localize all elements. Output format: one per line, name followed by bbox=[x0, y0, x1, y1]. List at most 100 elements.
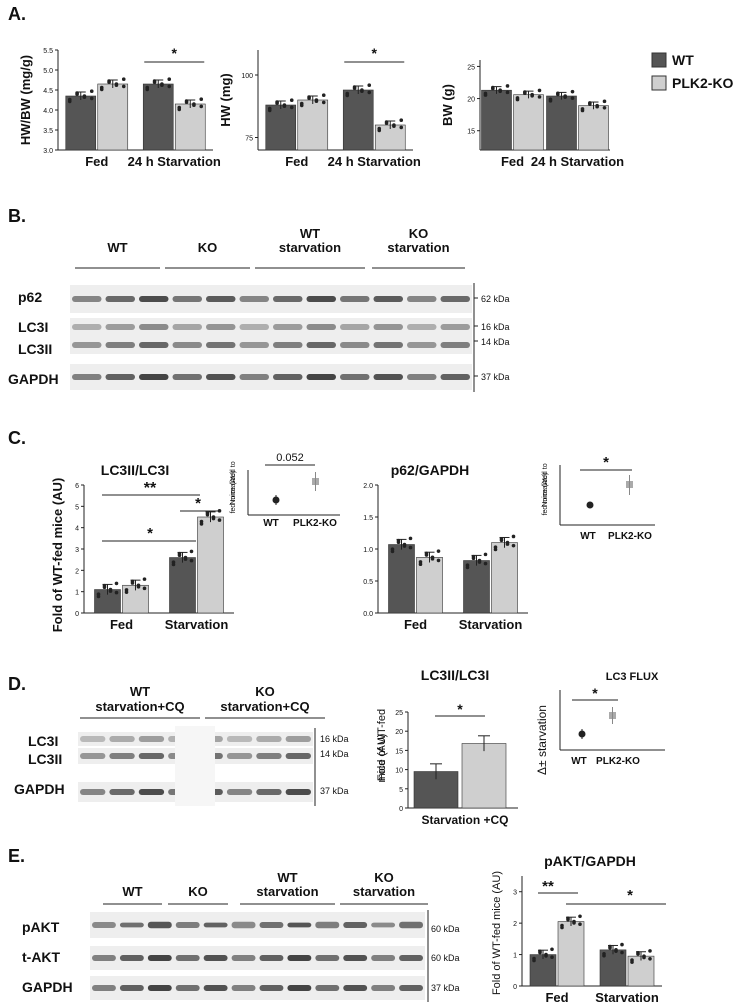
panel-a-ylabel-3: BW (g) bbox=[440, 84, 455, 126]
panel-b-lc3ii-band bbox=[373, 342, 403, 348]
panel-c-ylabel: Fold of WT-fed mice (AU) bbox=[50, 478, 65, 633]
panel-a-chart-2-data-point bbox=[282, 103, 287, 107]
panel-c-lc3-chart-tick-label: 0 bbox=[75, 611, 79, 618]
panel-c-p62-chart-data-point bbox=[477, 558, 482, 563]
panel-e-bar-chart-data-point bbox=[538, 950, 542, 955]
panel-a-chart-3-data-point bbox=[580, 108, 585, 113]
panel-b-gapdh-band bbox=[72, 374, 102, 380]
panel-a-chart-2-data-point bbox=[377, 128, 382, 133]
panel-e-kda-label: 60 kDa bbox=[431, 953, 460, 963]
panel-e-group-label: KO bbox=[188, 884, 208, 899]
panel-c-lc3-chart-tick-label: 2 bbox=[75, 568, 79, 575]
panel-a-chart-3-category-label: 24 h Starvation bbox=[531, 154, 624, 169]
panel-b-lc3i-band bbox=[373, 324, 403, 330]
panel-e-row-label: t-AKT bbox=[22, 949, 61, 965]
panel-a-sig-star-2: * bbox=[372, 45, 378, 61]
panel-c-lc3-chart-data-point bbox=[205, 512, 210, 517]
panel-a-ylabel-2: HW (mg) bbox=[218, 73, 233, 126]
panel-a-chart-3-data-point bbox=[537, 95, 542, 99]
panel-a-chart-1-category-label: 24 h Starvation bbox=[128, 154, 221, 169]
panel-b-row-label: LC3II bbox=[18, 341, 52, 357]
panel-d-bar-tick-label: 10 bbox=[395, 768, 403, 775]
panel-b-kda-label: 62 kDa bbox=[481, 294, 510, 304]
panel-a-chart-3-tick-label: 25 bbox=[467, 64, 475, 71]
panel-a-chart-3-bar-ko bbox=[513, 94, 544, 151]
panel-e-kda-label: 37 kDa bbox=[431, 983, 460, 993]
panel-e-takt-band bbox=[315, 955, 340, 961]
panel-b-lc3i-band bbox=[239, 324, 269, 330]
panel-a-chart-1-data-point bbox=[152, 80, 157, 84]
panel-d-kda-label: 14 kDa bbox=[320, 749, 349, 759]
panel-c-p62-chart-data-point bbox=[408, 536, 413, 541]
panel-a-chart-2-data-point bbox=[289, 105, 294, 110]
panel-d-lc3ii-band bbox=[109, 753, 135, 759]
panel-b-lc3ii-band bbox=[340, 342, 370, 348]
panel-d-lc3i-band bbox=[226, 736, 253, 742]
panel-a-chart-1-data-point bbox=[145, 87, 150, 92]
panel-e-bar-chart-data-point bbox=[550, 947, 554, 952]
panel-c-p62-chart-data-point bbox=[511, 543, 516, 548]
panel-b-gapdh-band bbox=[239, 374, 269, 380]
panel-a-chart-2-data-point bbox=[267, 108, 272, 113]
panel-e-sig-1: ** bbox=[542, 878, 554, 895]
panel-b-gapdh-band bbox=[105, 374, 135, 380]
panel-e-gapdh-band bbox=[203, 985, 228, 991]
panel-b-lc3ii-band bbox=[273, 342, 303, 348]
panel-a-chart-1-data-point bbox=[160, 82, 164, 86]
panel-a-chart-3-data-point bbox=[595, 103, 599, 108]
panel-e-takt-band bbox=[287, 955, 312, 961]
panel-d-bar-tick-label: 5 bbox=[399, 787, 403, 794]
panel-a-chart-1-bar-ko bbox=[174, 103, 206, 151]
panel-d-lc3i-band bbox=[109, 736, 135, 742]
panel-c-lc3-chart-bar-ko bbox=[197, 516, 224, 614]
panel-b-lc3i-band bbox=[306, 324, 336, 330]
panel-e-takt-membrane bbox=[90, 946, 425, 970]
panel-b-lc3i-band bbox=[206, 324, 236, 330]
panel-a-chart-2-bar-wt bbox=[265, 104, 297, 151]
panel-c-lc3-chart-data-point bbox=[211, 515, 216, 519]
panel-c-p62-chart-data-point bbox=[499, 538, 504, 543]
panel-d-kda-label: 37 kDa bbox=[320, 786, 349, 796]
panel-c-sig-2: * bbox=[195, 495, 201, 512]
panel-e-pakt-band bbox=[119, 922, 144, 928]
panel-a-chart-1-data-point bbox=[114, 82, 119, 86]
panel-e-bar-chart-tick-label: 3 bbox=[513, 890, 517, 897]
panel-a-chart-2-data-point bbox=[392, 123, 396, 127]
panel-e-bar-chart-category-label: Starvation bbox=[595, 990, 659, 1005]
panel-e-gapdh-band bbox=[287, 985, 312, 991]
panel-e-takt-band bbox=[343, 955, 368, 961]
panel-b-lc3ii-band bbox=[139, 342, 169, 348]
panel-e-group-label: starvation bbox=[256, 884, 318, 899]
panel-e-gapdh-band bbox=[259, 985, 284, 991]
panel-c-lc3-chart-tick-label: 3 bbox=[75, 547, 79, 554]
panel-a-chart-2-data-point bbox=[367, 90, 372, 95]
panel-b-row-label: p62 bbox=[18, 289, 42, 305]
panel-c-sig-1: ** bbox=[144, 480, 157, 497]
panel-b-gapdh-band bbox=[206, 374, 236, 380]
panel-a-chart-2-bar-ko bbox=[297, 99, 329, 151]
panel-b-p62-band bbox=[273, 296, 303, 302]
panel-b-lc3i-band bbox=[139, 324, 169, 330]
panel-e-bar-chart-data-point bbox=[642, 954, 646, 958]
panel-b-group-label: starvation bbox=[279, 240, 341, 255]
panel-b-lc3ii-band bbox=[172, 342, 202, 348]
panel-d-gapdh-band bbox=[109, 789, 135, 795]
panel-a-chart-2-data-point bbox=[299, 103, 304, 108]
panel-d-bar-sig: * bbox=[457, 701, 463, 717]
panel-c-p62-chart-data-point bbox=[436, 558, 441, 563]
panel-b-lc3ii-band bbox=[72, 342, 102, 348]
panel-c-p62-chart-data-point bbox=[483, 561, 488, 566]
panel-a-chart-3-data-point bbox=[505, 90, 510, 95]
panel-e-pakt-band bbox=[231, 921, 256, 929]
panel-e-pakt-band bbox=[343, 922, 368, 928]
panel-b-p62-band bbox=[373, 296, 403, 302]
panel-a-chart-2-data-point bbox=[275, 101, 279, 105]
panel-c-inset1-pvalue: 0.052 bbox=[276, 452, 304, 464]
panel-c-lc3-chart-data-point bbox=[142, 577, 147, 581]
panel-c-lc3-chart-tick-label: 6 bbox=[75, 483, 79, 490]
panel-c-p62-chart-data-point bbox=[424, 553, 429, 557]
panel-c-inset2-ylabel-line: Normalized to bbox=[542, 463, 549, 506]
panel-e-takt-band bbox=[371, 955, 396, 961]
panel-e-kda-label: 60 kDa bbox=[431, 924, 460, 934]
panel-b-lc3ii-band bbox=[306, 342, 336, 348]
